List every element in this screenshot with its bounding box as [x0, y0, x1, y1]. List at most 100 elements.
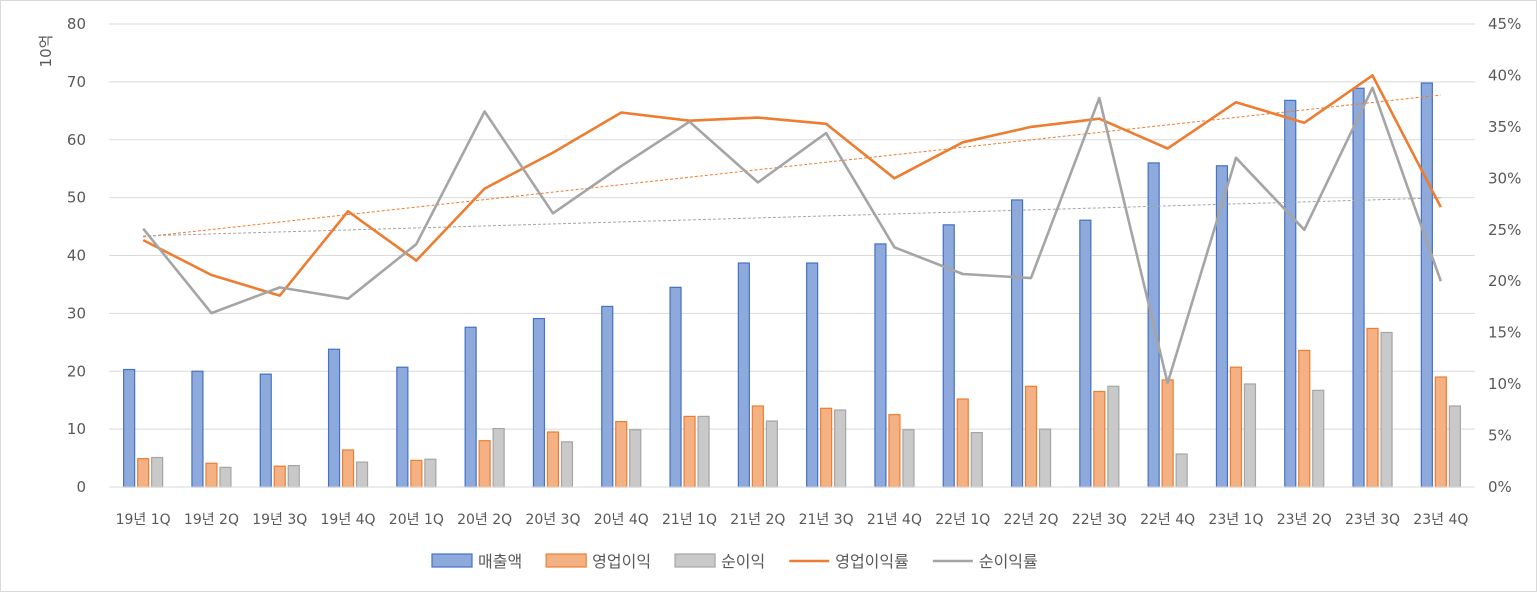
y2-tick-label: 5% [1488, 427, 1512, 445]
bar-0 [1420, 82, 1433, 488]
axes: 0 10 20 30 40 50 60 70 80 0% 5% 10% 15% 20% 25% 30% 35% 4… [67, 15, 1521, 528]
y2-tick-label: 40% [1488, 66, 1521, 84]
bar-0 [123, 368, 136, 488]
y-tick-label: 70 [67, 73, 86, 91]
bar-0 [1284, 99, 1297, 488]
bar-2 [492, 427, 505, 488]
x-tick-label: 21년 3Q [799, 512, 854, 528]
bar-0 [601, 305, 614, 488]
bar-1 [1298, 349, 1311, 488]
legend-label: 영업이익 [592, 552, 651, 571]
bar-2 [1107, 385, 1120, 488]
bar-2 [902, 429, 915, 488]
bar-2 [1448, 405, 1461, 488]
x-tick-label: 19년 4Q [321, 512, 376, 528]
bar-1 [888, 414, 901, 488]
legend-swatch-0 [431, 553, 473, 568]
bar-0 [464, 326, 477, 488]
bar-0 [532, 317, 546, 488]
bar-0 [942, 224, 955, 488]
y2-tick-label: 25% [1488, 221, 1521, 239]
x-tick-label: 22년 1Q [935, 512, 990, 528]
bar-1 [615, 421, 628, 488]
y-axis-label: 10억 [37, 35, 55, 68]
bar-1 [1093, 390, 1106, 488]
bar-1 [137, 458, 150, 488]
bar-1 [410, 459, 423, 488]
trendline-1 [143, 197, 1441, 237]
bar-1 [956, 398, 969, 488]
line-series-0 [142, 74, 1442, 297]
bar-0 [327, 348, 341, 488]
bar-1 [1229, 366, 1243, 488]
bar-0 [191, 370, 204, 488]
y2-tick-label: 30% [1488, 169, 1521, 187]
x-tick-label: 21년 2Q [730, 512, 785, 528]
y-tick-label: 40 [67, 247, 86, 265]
bar-1 [1024, 385, 1038, 488]
bar-2 [1038, 428, 1052, 488]
x-tick-label: 23년 1Q [1208, 512, 1263, 528]
legend-swatch-1 [545, 553, 587, 568]
x-tick-label: 21년 4Q [867, 512, 922, 528]
legend-swatch-2 [674, 553, 716, 568]
bar-0 [1352, 87, 1365, 488]
bar-2 [629, 429, 642, 488]
legend-label: 순이익률 [979, 552, 1038, 571]
bars [123, 82, 1461, 488]
bar-2 [355, 461, 369, 488]
line-series-1 [142, 86, 1443, 385]
y-tick-label: 50 [67, 189, 86, 207]
y-tick-label: 0 [76, 478, 86, 496]
legend: 매출액 영업이익 순이익 영업이익률 순이익률 [431, 552, 1038, 571]
x-tick-label: 19년 2Q [184, 512, 239, 528]
bar-2 [1243, 383, 1257, 488]
x-tick-label: 20년 3Q [525, 512, 580, 528]
bar-2 [834, 409, 847, 488]
bar-1 [205, 462, 218, 488]
bar-2 [1380, 331, 1393, 488]
y2-tick-label: 0% [1488, 478, 1512, 496]
bar-1 [751, 405, 764, 488]
bar-1 [341, 449, 355, 488]
bar-1 [820, 407, 833, 488]
x-tick-label: 20년 2Q [457, 512, 512, 528]
x-tick-label: 20년 4Q [594, 512, 649, 528]
bar-1 [546, 431, 560, 488]
bar-0 [874, 243, 887, 488]
y2-tick-label: 20% [1488, 272, 1521, 290]
y2-tick-label: 35% [1488, 118, 1521, 136]
bar-2 [560, 441, 574, 488]
bar-0 [1079, 219, 1092, 488]
x-tick-label: 19년 1Q [116, 512, 171, 528]
trendline-0 [143, 94, 1441, 238]
bar-1 [683, 415, 696, 488]
bar-0 [259, 373, 272, 488]
x-tick-label: 19년 3Q [252, 512, 307, 528]
x-tick-label: 22년 2Q [1004, 512, 1059, 528]
bar-2 [970, 431, 983, 488]
legend-label: 매출액 [478, 552, 522, 571]
bar-1 [1366, 327, 1379, 488]
bar-2 [697, 415, 710, 488]
trendlines [143, 94, 1441, 238]
bar-2 [424, 458, 437, 488]
x-tick-label: 21년 1Q [662, 512, 717, 528]
x-tick-label: 23년 2Q [1277, 512, 1332, 528]
x-tick-label: 22년 3Q [1072, 512, 1127, 528]
bar-0 [669, 286, 682, 488]
x-tick-label: 23년 3Q [1345, 512, 1400, 528]
bar-2 [219, 466, 232, 488]
x-tick-label: 20년 1Q [389, 512, 444, 528]
y2-tick-label: 45% [1488, 15, 1521, 33]
y2-tick-label: 15% [1488, 324, 1521, 342]
y-tick-label: 80 [67, 15, 86, 33]
bar-2 [765, 420, 778, 488]
bar-1 [1161, 379, 1174, 488]
x-tick-label: 23년 4Q [1413, 512, 1468, 528]
y-tick-label: 10 [67, 420, 86, 438]
bar-2 [1175, 453, 1188, 488]
bar-2 [1312, 389, 1325, 488]
